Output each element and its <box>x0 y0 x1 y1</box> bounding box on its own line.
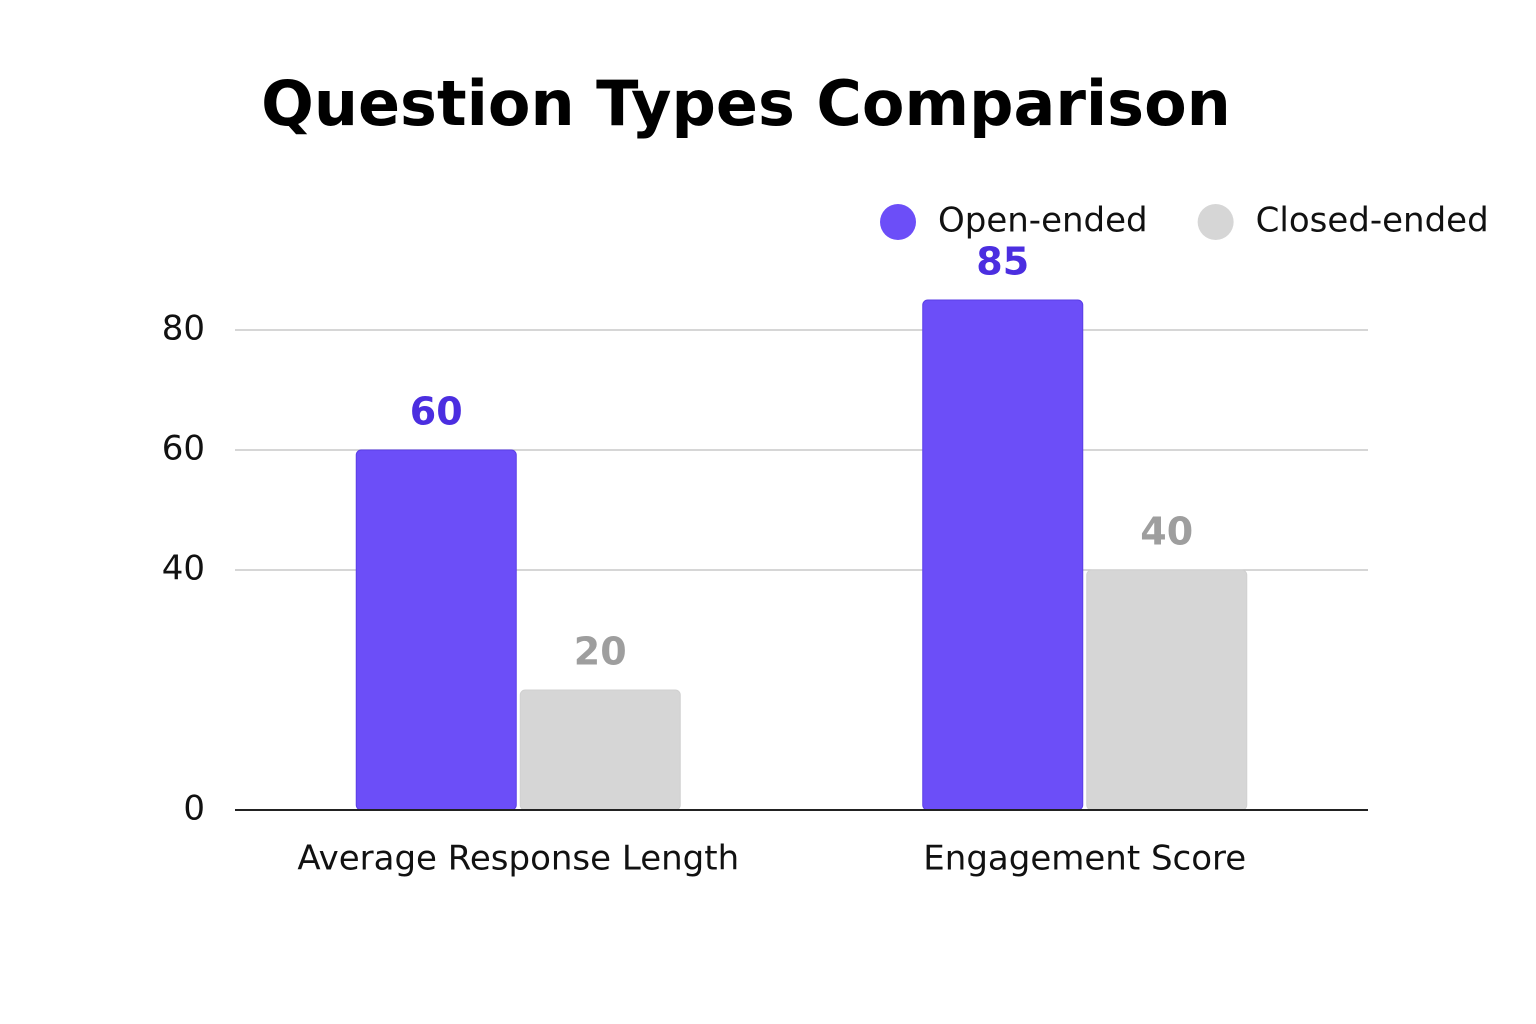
data-label: 40 <box>1140 510 1193 554</box>
bar <box>1086 569 1248 811</box>
bar <box>922 299 1084 811</box>
data-label: 60 <box>410 390 463 434</box>
x-tick-label: Engagement Score <box>923 839 1246 879</box>
y-tick-label: 80 <box>162 309 205 349</box>
legend-label: Open-ended <box>938 201 1148 241</box>
x-tick-label: Average Response Length <box>297 839 739 879</box>
bar <box>519 689 681 811</box>
y-tick-label: 40 <box>162 549 205 589</box>
y-tick-label: 60 <box>162 429 205 469</box>
bar <box>355 449 517 811</box>
legend-label: Closed-ended <box>1256 201 1489 241</box>
legend-swatch <box>880 204 916 240</box>
legend-swatch <box>1197 204 1234 240</box>
chart-title: Question Types Comparison <box>261 67 1231 140</box>
data-label: 85 <box>976 240 1029 284</box>
y-tick-label: 0 <box>183 789 205 829</box>
data-label: 20 <box>574 630 627 674</box>
